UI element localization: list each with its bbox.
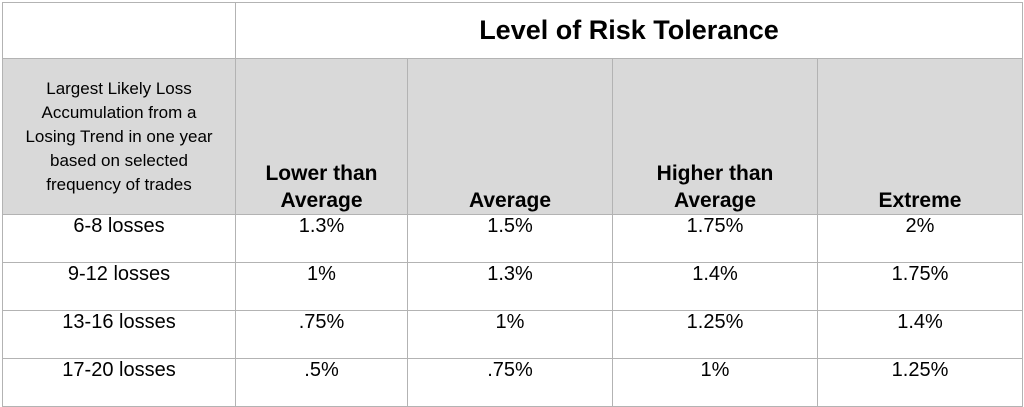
table-cell: 1.5% <box>407 214 613 263</box>
table-cell: 1.25% <box>817 358 1023 407</box>
row-label: 6-8 losses <box>2 214 236 263</box>
empty-corner-cell <box>2 2 236 59</box>
row-header-label: Largest Likely Loss Accumulation from a … <box>2 58 236 215</box>
table-cell: 1% <box>235 262 408 311</box>
table-cell: 1.75% <box>817 262 1023 311</box>
table-cell: 1.4% <box>817 310 1023 359</box>
table-row: 9-12 losses 1% 1.3% 1.4% 1.75% <box>2 262 1023 311</box>
table-title: Level of Risk Tolerance <box>235 2 1023 59</box>
row-label: 13-16 losses <box>2 310 236 359</box>
table-cell: 1.3% <box>235 214 408 263</box>
table-row: 17-20 losses .5% .75% 1% 1.25% <box>2 358 1023 407</box>
table-cell: .75% <box>407 358 613 407</box>
table-cell: 1.4% <box>612 262 818 311</box>
row-label: 17-20 losses <box>2 358 236 407</box>
table-row: 13-16 losses .75% 1% 1.25% 1.4% <box>2 310 1023 359</box>
column-header-lower-than-average: Lower than Average <box>235 58 408 215</box>
table-cell: 1.3% <box>407 262 613 311</box>
table-cell: 2% <box>817 214 1023 263</box>
table-cell: .75% <box>235 310 408 359</box>
table-cell: 1.75% <box>612 214 818 263</box>
title-row: Level of Risk Tolerance <box>2 2 1023 59</box>
column-header-average: Average <box>407 58 613 215</box>
column-header-extreme: Extreme <box>817 58 1023 215</box>
row-label: 9-12 losses <box>2 262 236 311</box>
table-cell: 1% <box>612 358 818 407</box>
column-header-row: Largest Likely Loss Accumulation from a … <box>2 58 1023 215</box>
table-cell: .5% <box>235 358 408 407</box>
table-row: 6-8 losses 1.3% 1.5% 1.75% 2% <box>2 214 1023 263</box>
table-cell: 1% <box>407 310 613 359</box>
column-header-higher-than-average: Higher than Average <box>612 58 818 215</box>
table-cell: 1.25% <box>612 310 818 359</box>
